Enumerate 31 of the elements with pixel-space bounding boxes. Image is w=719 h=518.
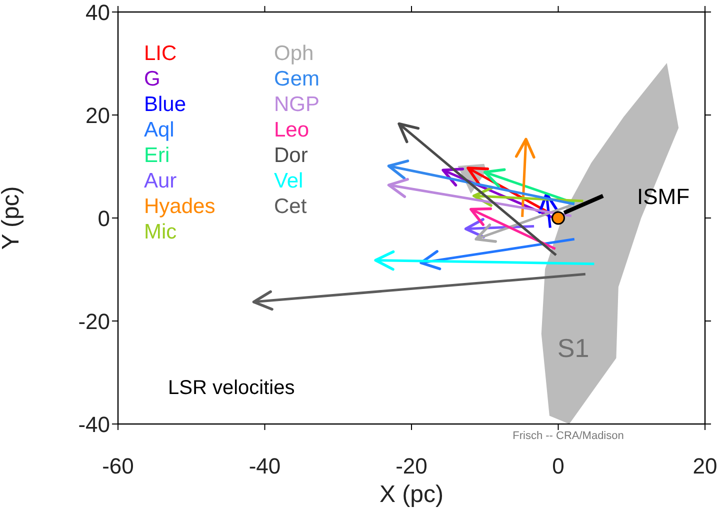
x-axis-title: X (pc) [379,481,444,508]
y-axis-title: Y (pc) [0,186,25,250]
x-tick-label: 20 [692,454,718,479]
y-tick-label: 0 [98,206,110,231]
x-tick-label: -20 [396,454,428,479]
text: Vel [274,170,304,192]
series-label: S1 [557,332,590,363]
text: G [144,68,160,90]
text: Blue [144,93,186,116]
text: Dor [274,144,308,167]
text: Mic [144,220,177,244]
x-tick-label: 0 [552,454,564,479]
text: Oph [274,42,314,65]
text: Cet [274,195,307,218]
text: Leo [274,118,310,142]
y-tick-label: -40 [78,412,110,437]
y-tick-label: 40 [86,0,110,25]
y-tick-label: -20 [78,308,110,334]
text: NGP [274,93,320,116]
text: Aql [144,118,174,142]
text: Eri [144,144,170,167]
x-tick-label: -60 [102,454,134,479]
text: Hyades [144,195,216,218]
text: Frisch -- CRA/Madison [512,430,624,442]
x-tick-label: -40 [248,454,281,479]
text: LIC [144,42,177,65]
y-tick-label: 20 [86,102,110,128]
text: Aur [144,170,177,192]
annotation: LSR velocities [168,377,295,399]
text: Gem [274,68,320,90]
series-label: ISMF [637,184,690,209]
